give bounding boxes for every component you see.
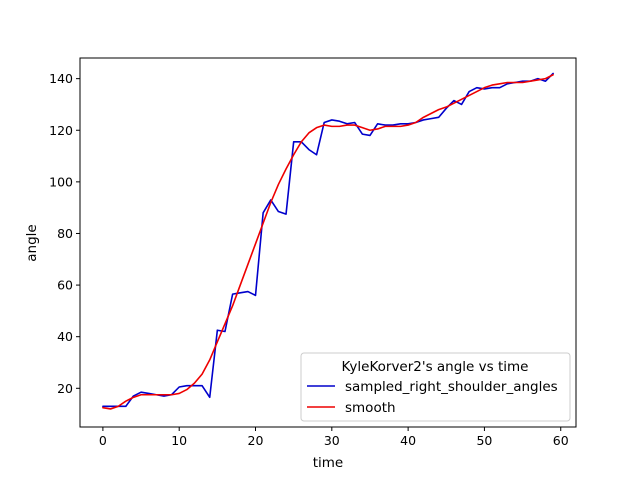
y-tick-label: 40: [57, 329, 73, 344]
legend-title: KyleKorver2's angle vs time: [342, 359, 529, 375]
x-tick-label: 0: [99, 433, 107, 448]
legend-label-smooth: smooth: [345, 400, 396, 416]
x-tick-label: 20: [248, 433, 264, 448]
y-tick-label: 140: [49, 71, 73, 86]
x-axis: 0 10 20 30 40 50 60: [99, 427, 569, 448]
y-tick-label: 60: [57, 278, 73, 293]
y-tick-label: 80: [57, 226, 73, 241]
x-tick-label: 40: [400, 433, 416, 448]
legend-box: [300, 352, 571, 422]
y-tick-label: 100: [49, 174, 73, 189]
y-tick-label: 20: [57, 381, 73, 396]
legend: KyleKorver2's angle vs time sampled_righ…: [300, 352, 571, 422]
x-tick-label: 60: [553, 433, 569, 448]
series-line-smooth: [102, 73, 554, 410]
y-axis-label: angle: [24, 224, 40, 261]
series-layer: [102, 72, 554, 410]
x-axis-label: time: [313, 455, 344, 471]
legend-label-sampled: sampled_right_shoulder_angles: [345, 379, 558, 395]
x-tick-label: 50: [476, 433, 492, 448]
y-axis: 20 40 60 80 100 120 140: [49, 71, 80, 396]
x-tick-label: 30: [324, 433, 340, 448]
y-tick-label: 120: [49, 123, 73, 138]
x-tick-label: 10: [171, 433, 187, 448]
series-line-sampled: [102, 72, 554, 408]
